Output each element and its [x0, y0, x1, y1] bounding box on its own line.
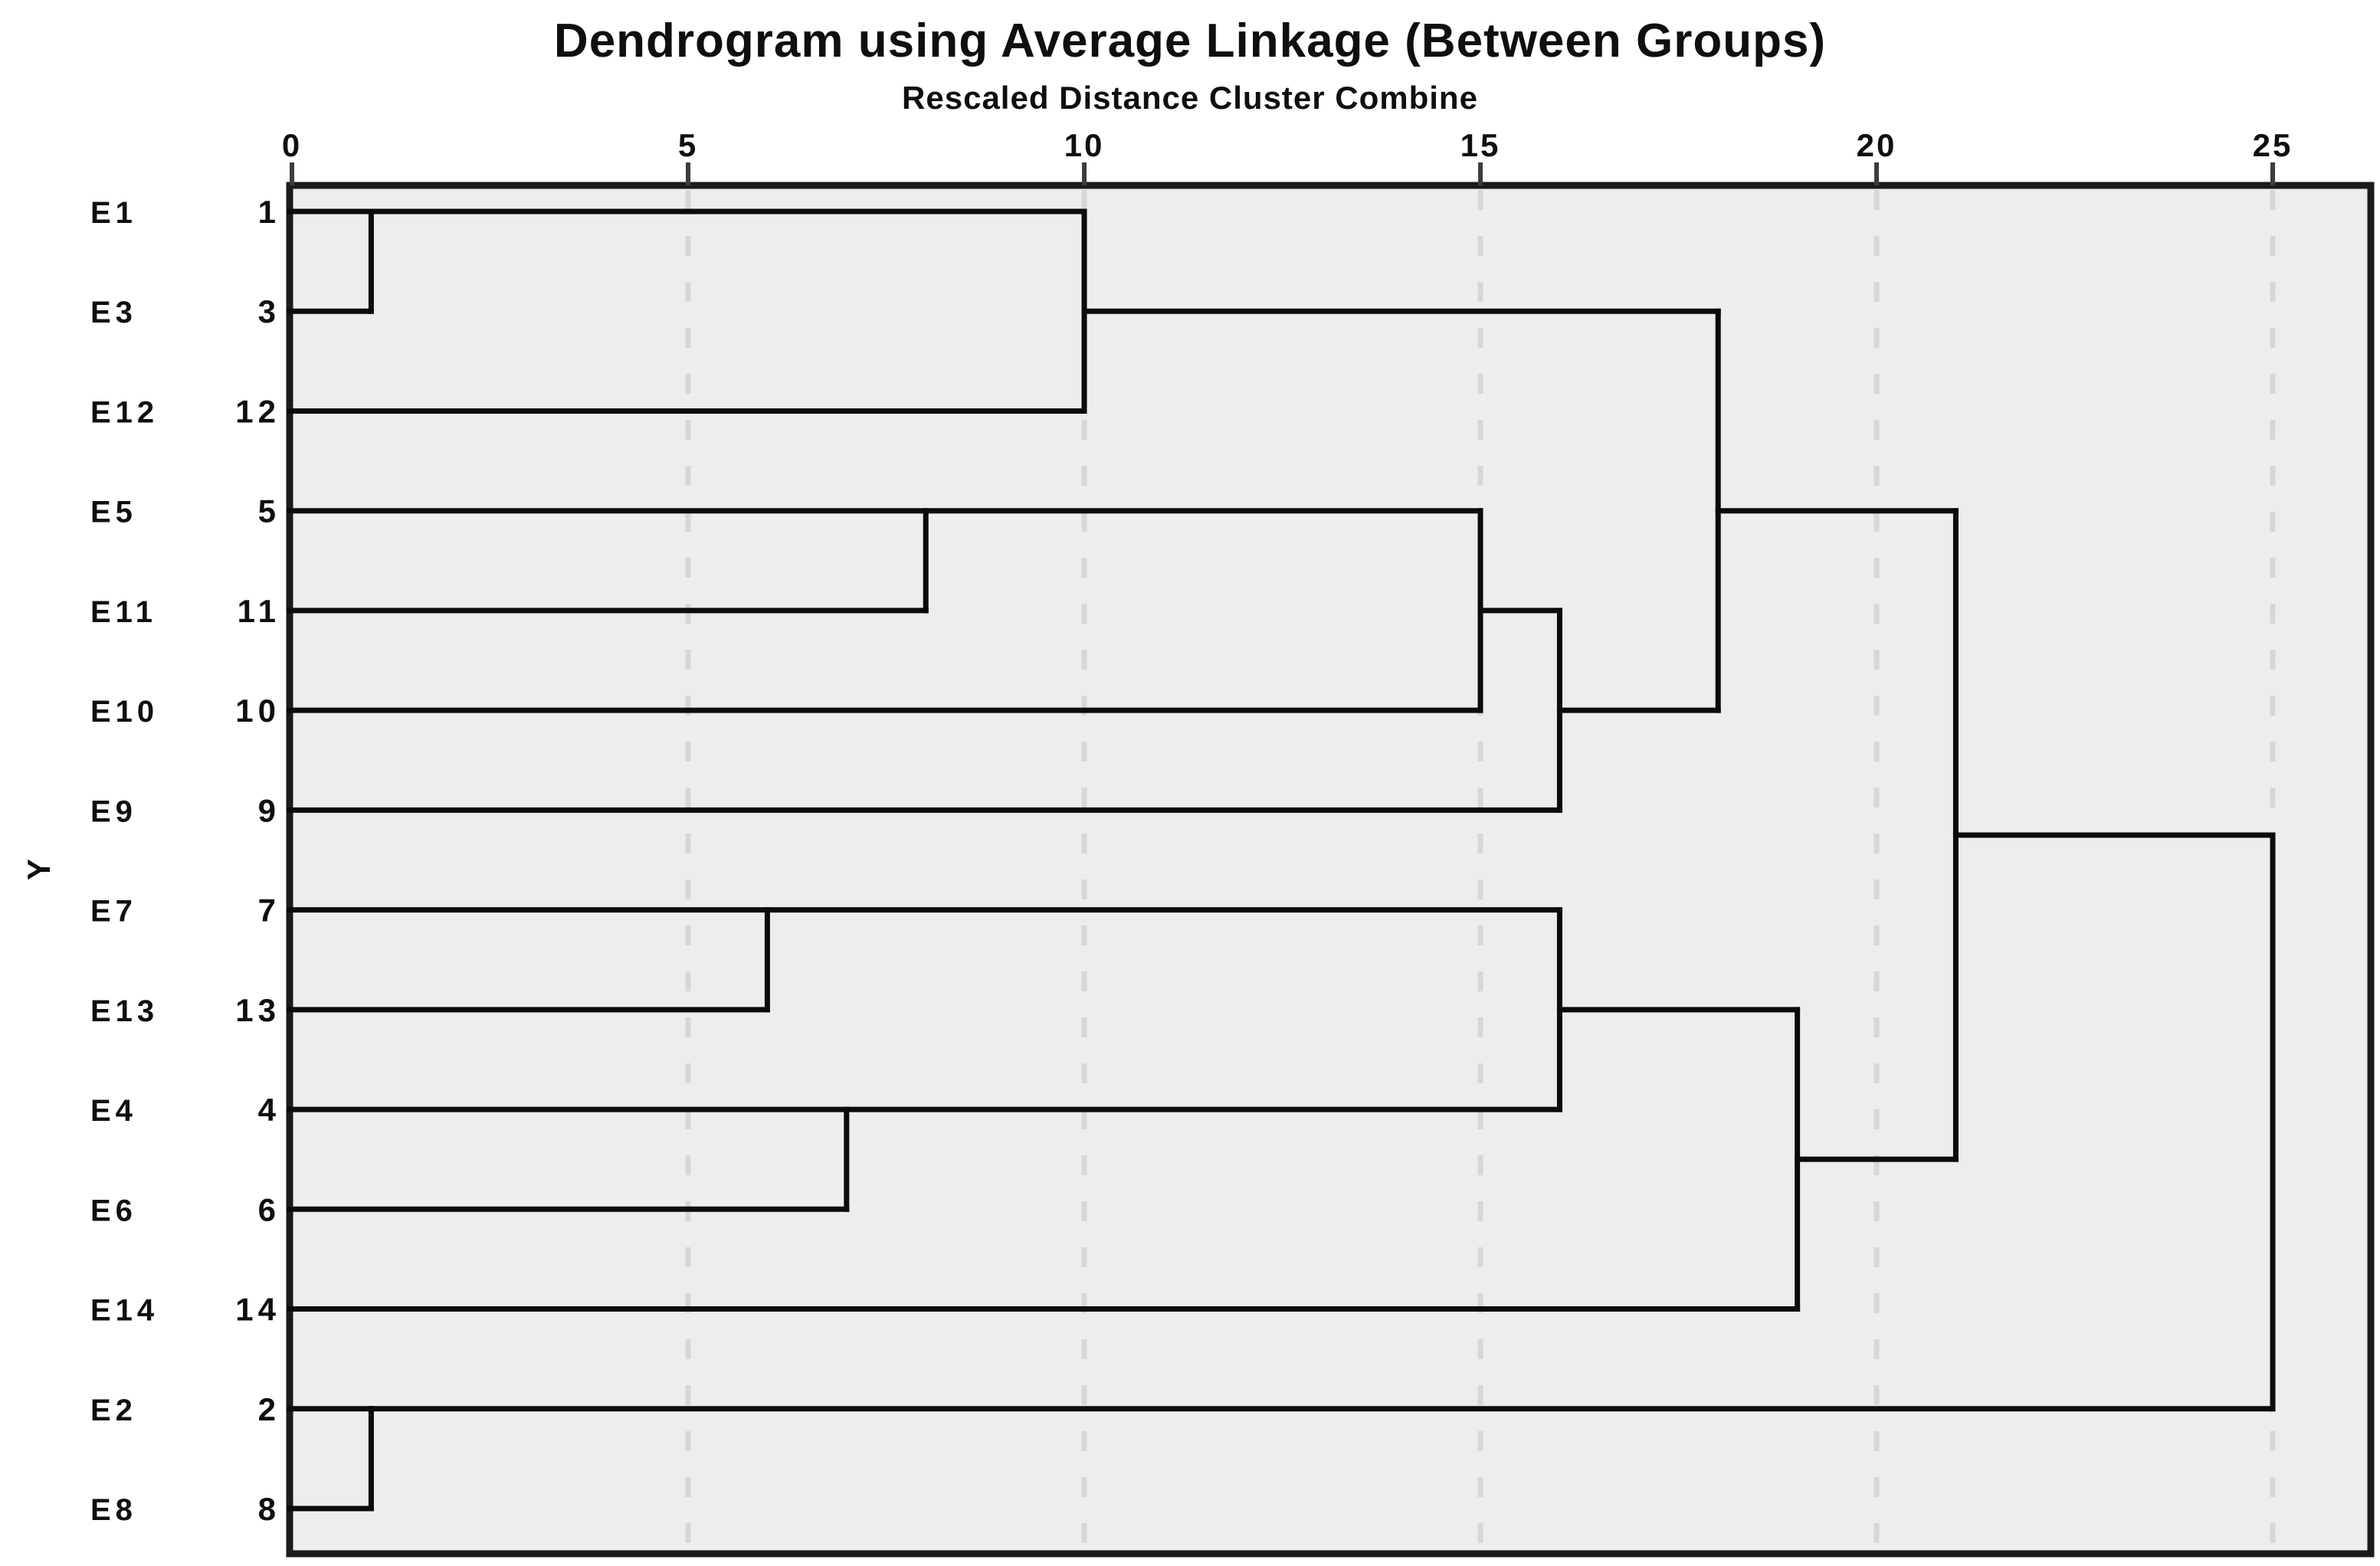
case-number: 3 — [258, 293, 280, 329]
leaf-label: E8 — [90, 1493, 137, 1527]
tick-label: 10 — [1064, 127, 1105, 163]
chart-title: Dendrogram using Average Linkage (Betwee… — [553, 15, 1827, 67]
leaf-label: E14 — [90, 1294, 159, 1328]
leaf-label: E4 — [90, 1094, 137, 1128]
tick-label: 15 — [1460, 127, 1501, 163]
case-number: 7 — [258, 893, 280, 929]
tick-label: 20 — [1857, 127, 1897, 163]
case-number: 10 — [235, 693, 280, 729]
leaf-label: E5 — [90, 496, 137, 529]
leaf-label: E1 — [90, 196, 137, 230]
case-number: 6 — [258, 1191, 280, 1227]
tick-label: 0 — [282, 127, 302, 163]
leaf-label: E6 — [90, 1194, 137, 1227]
leaf-label: E12 — [90, 395, 159, 429]
leaf-label: E7 — [90, 895, 137, 929]
case-number: 12 — [235, 393, 280, 429]
case-number: 5 — [258, 493, 280, 529]
leaf-label: E2 — [90, 1394, 137, 1427]
case-number: 13 — [235, 992, 280, 1028]
case-number: 1 — [258, 194, 280, 230]
tick-label: 25 — [2253, 127, 2293, 163]
leaf-label: E9 — [90, 794, 137, 828]
leaf-label: E10 — [90, 695, 159, 729]
case-number: 4 — [258, 1092, 280, 1128]
case-number: 8 — [258, 1491, 280, 1527]
case-number: 2 — [258, 1391, 280, 1427]
leaf-label: E13 — [90, 994, 159, 1028]
leaf-label: E11 — [90, 595, 157, 629]
plot-border — [286, 182, 2375, 1558]
chart-subtitle: Rescaled Distance Cluster Combine — [902, 80, 1478, 116]
case-number: 11 — [238, 593, 280, 629]
case-number: 9 — [258, 792, 280, 828]
leaf-label: E3 — [90, 296, 137, 329]
tick-label: 5 — [678, 127, 698, 163]
case-number: 14 — [235, 1292, 280, 1328]
plot-area — [290, 185, 2371, 1554]
